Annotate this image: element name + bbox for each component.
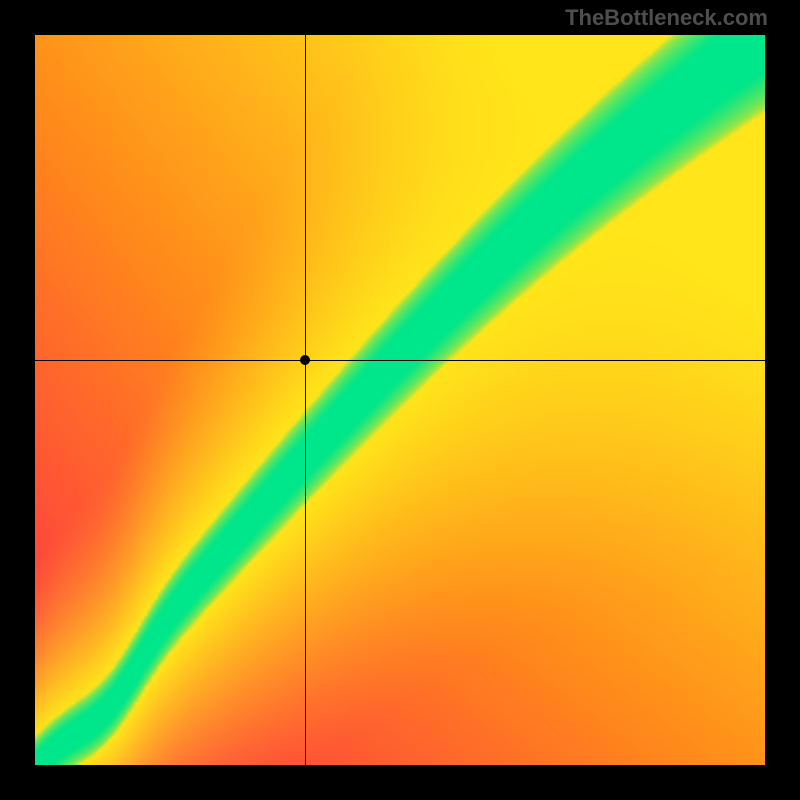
crosshair-horizontal [35,360,765,361]
heatmap-canvas [35,35,765,765]
crosshair-marker [300,355,310,365]
heatmap-plot [35,35,765,765]
watermark-text: TheBottleneck.com [565,5,768,31]
crosshair-vertical [305,35,306,765]
